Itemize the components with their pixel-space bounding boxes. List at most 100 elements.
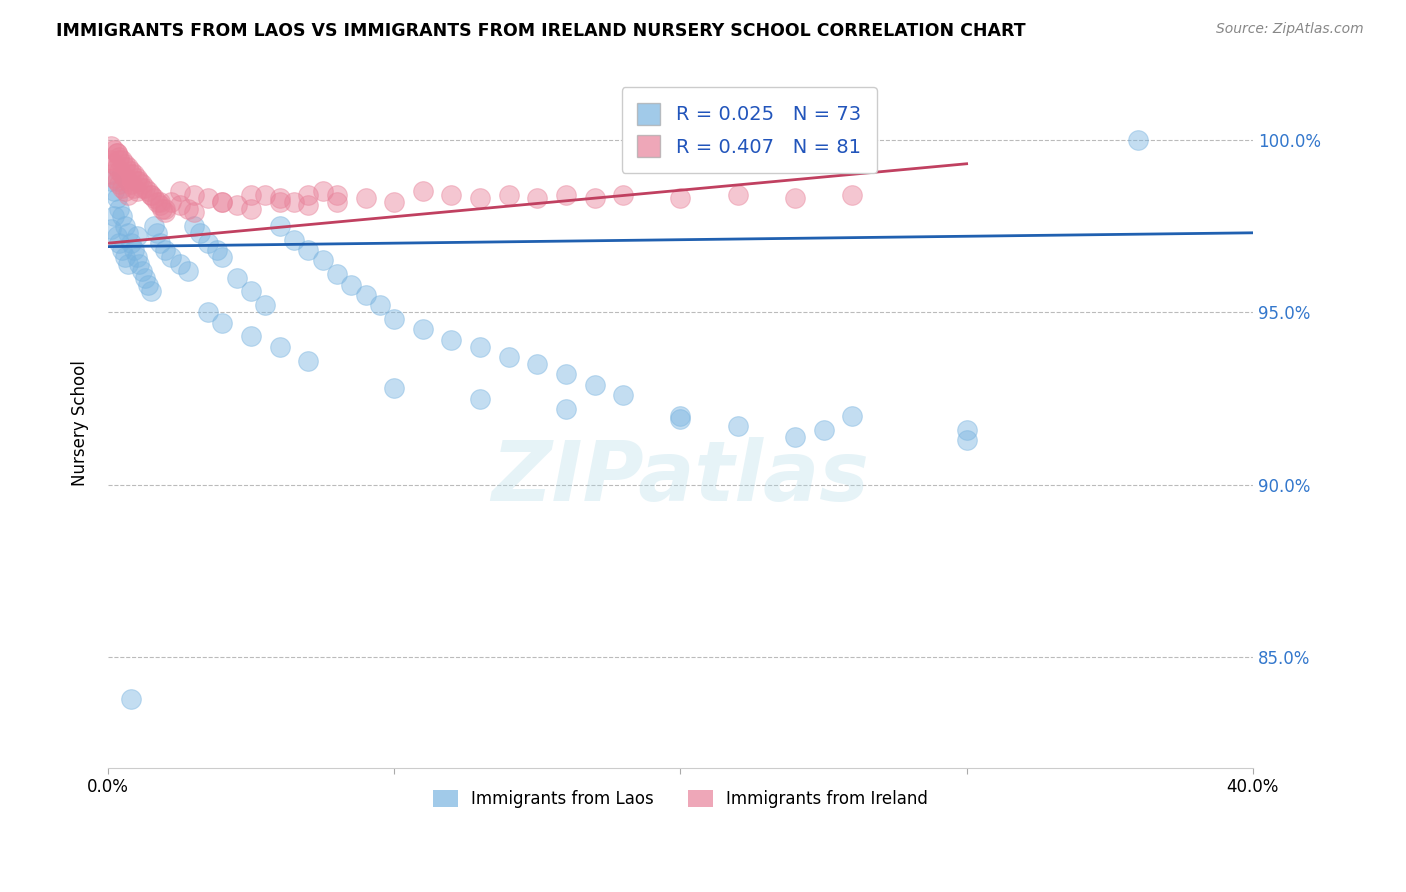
Point [120,236,142,251]
Point [122,181,145,195]
Point [555,368,578,382]
Point [111,181,134,195]
Point [354,191,377,205]
Point [183,205,205,219]
Point [155,243,177,257]
Point [612,187,634,202]
Point [526,357,548,371]
Point [612,388,634,402]
Point [111,153,134,168]
Point [117,257,139,271]
Point [841,187,863,202]
Point [468,191,491,205]
Point [125,174,148,188]
Point [197,305,219,319]
Point [103,157,125,171]
Point [498,187,520,202]
Point [297,198,319,212]
Point [254,298,277,312]
Point [412,185,434,199]
Point [100,222,122,236]
Point [114,170,136,185]
Point [583,377,606,392]
Point [103,143,125,157]
Point [125,229,148,244]
Point [128,174,150,188]
Point [120,178,142,192]
Point [117,226,139,240]
Point [128,257,150,271]
Y-axis label: Nursery School: Nursery School [72,359,89,485]
Point [131,264,153,278]
Point [105,160,128,174]
Point [440,333,463,347]
Point [114,219,136,233]
Point [177,202,200,216]
Text: Source: ZipAtlas.com: Source: ZipAtlas.com [1216,22,1364,37]
Point [225,198,247,212]
Point [297,353,319,368]
Point [269,194,291,209]
Point [100,139,122,153]
Text: IMMIGRANTS FROM LAOS VS IMMIGRANTS FROM IRELAND NURSERY SCHOOL CORRELATION CHART: IMMIGRANTS FROM LAOS VS IMMIGRANTS FROM … [56,22,1026,40]
Point [105,229,128,244]
Point [254,187,277,202]
Point [813,423,835,437]
Point [211,250,233,264]
Point [125,250,148,264]
Point [297,187,319,202]
Point [114,160,136,174]
Point [382,194,405,209]
Point [117,187,139,202]
Point [269,340,291,354]
Point [103,209,125,223]
Point [283,194,305,209]
Point [114,250,136,264]
Point [412,322,434,336]
Point [108,236,131,251]
Point [103,170,125,185]
Point [150,202,173,216]
Point [269,219,291,233]
Point [100,153,122,168]
Point [468,340,491,354]
Point [134,270,156,285]
Point [122,167,145,181]
Point [283,233,305,247]
Point [108,150,131,164]
Point [148,198,170,212]
Point [142,191,165,205]
Point [555,187,578,202]
Point [669,412,692,426]
Point [326,267,349,281]
Point [326,187,349,202]
Point [111,243,134,257]
Point [145,194,167,209]
Legend: Immigrants from Laos, Immigrants from Ireland: Immigrants from Laos, Immigrants from Ir… [426,783,935,815]
Point [139,187,162,202]
Point [114,157,136,171]
Point [108,163,131,178]
Point [108,202,131,216]
Point [555,401,578,416]
Point [727,419,749,434]
Point [211,194,233,209]
Point [105,174,128,188]
Point [117,174,139,188]
Point [269,191,291,205]
Point [183,219,205,233]
Point [1128,132,1150,146]
Point [103,185,125,199]
Point [169,257,191,271]
Point [100,167,122,181]
Point [111,167,134,181]
Point [197,236,219,251]
Point [155,202,177,216]
Point [188,226,211,240]
Point [148,236,170,251]
Point [105,191,128,205]
Point [368,298,391,312]
Point [111,209,134,223]
Point [727,187,749,202]
Point [311,253,333,268]
